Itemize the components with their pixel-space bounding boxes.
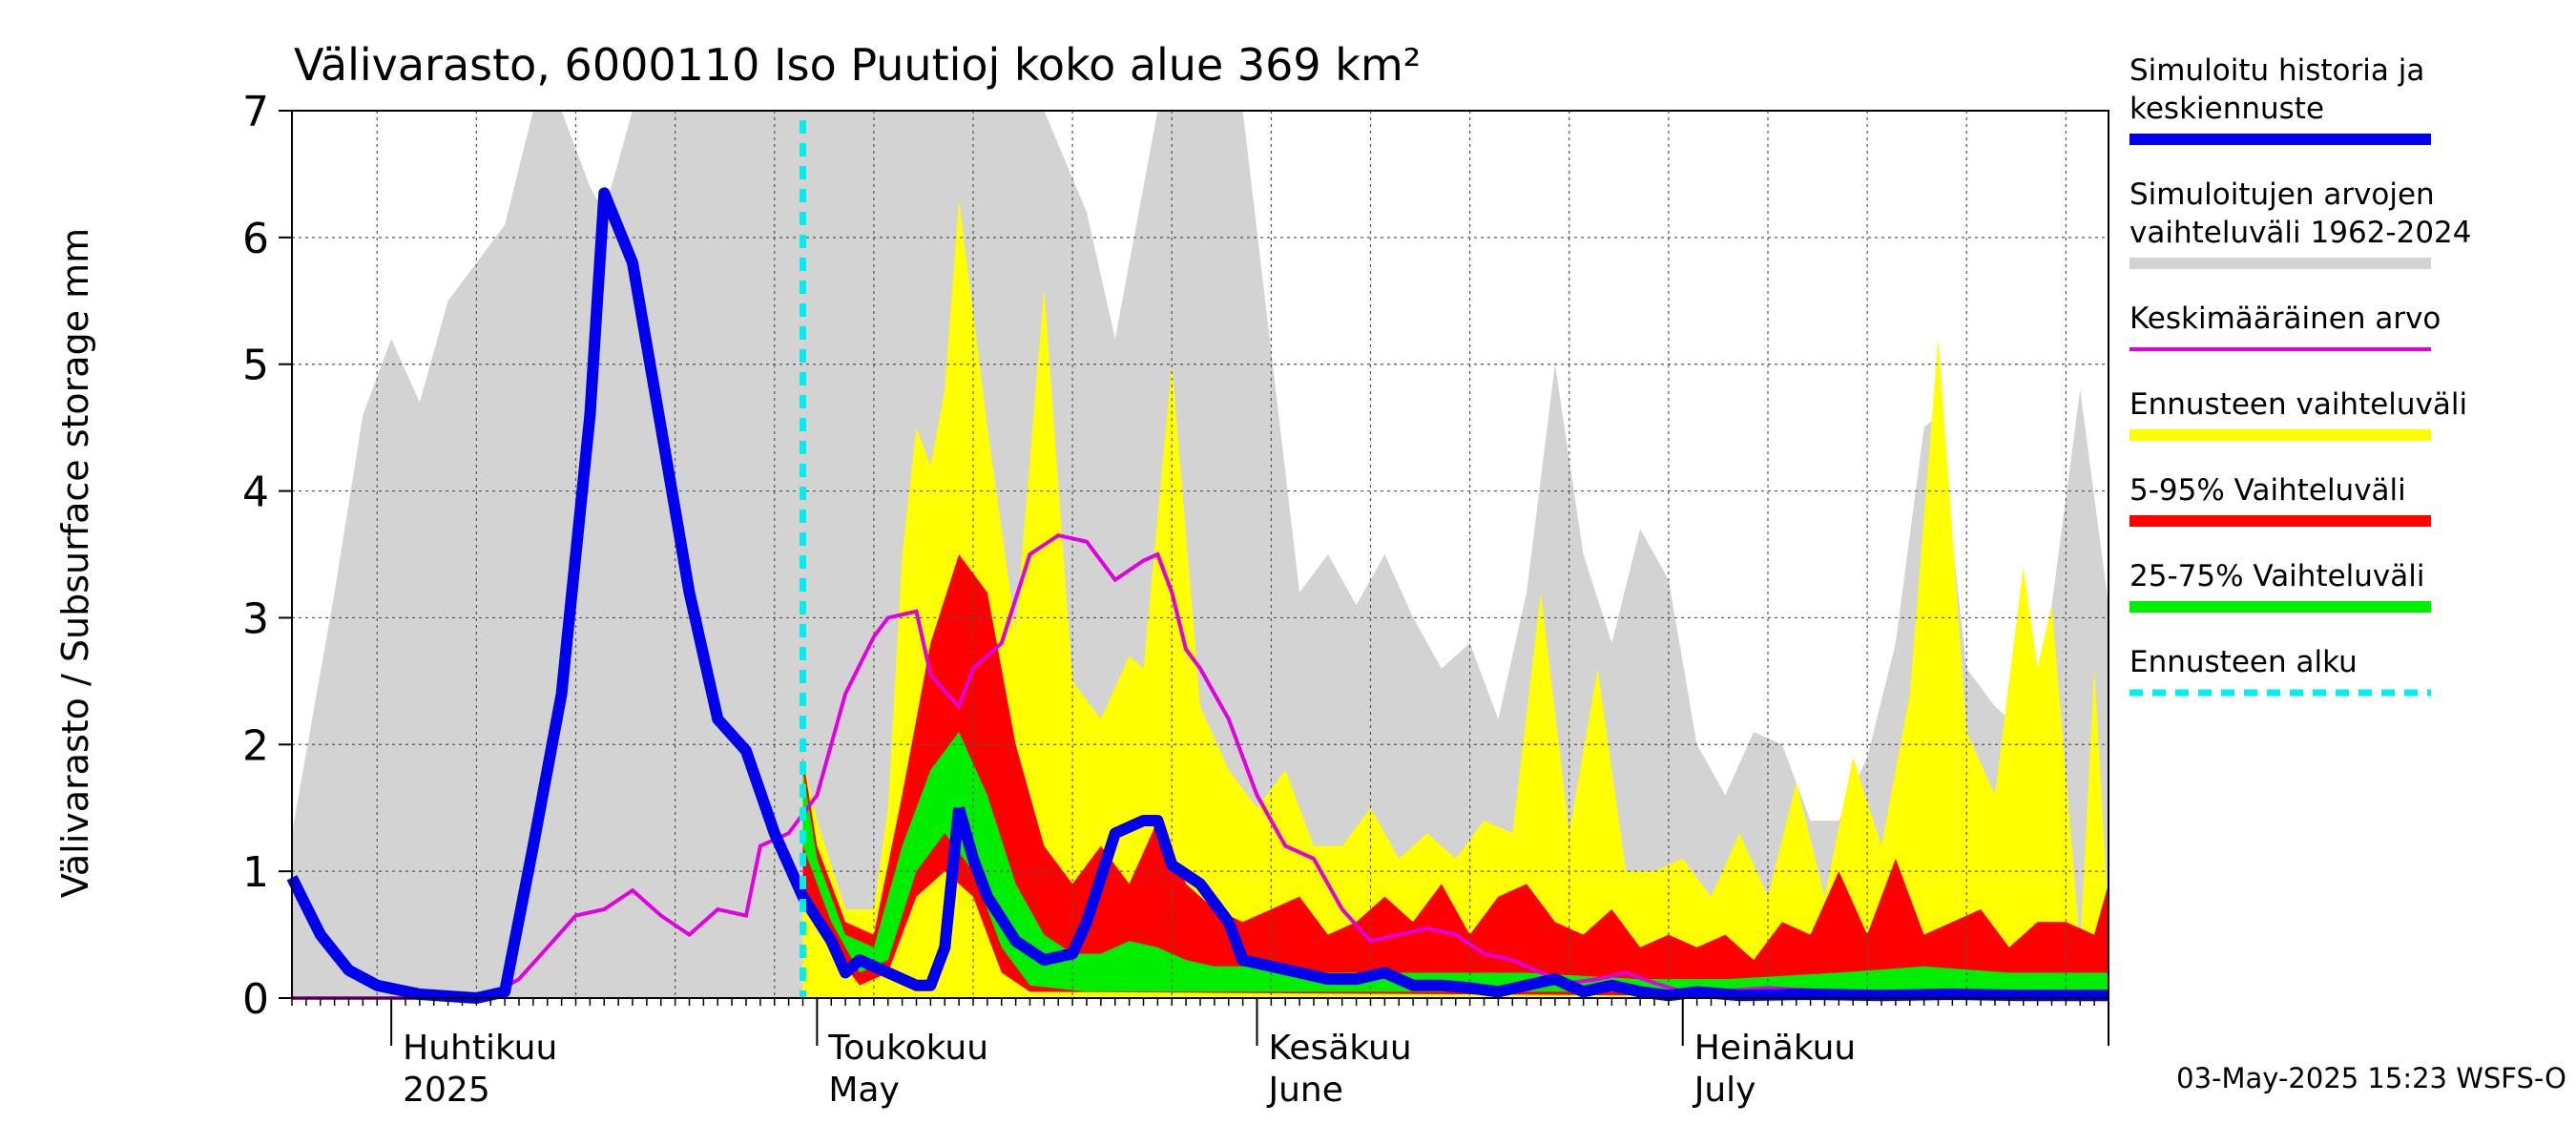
mean-line [292, 532, 2109, 1000]
y-tick-label: 0 [242, 975, 269, 1024]
legend-label-sim: keskiennuste [2129, 92, 2324, 126]
y-tick-label: 4 [242, 468, 269, 517]
axes-layer: 01234567Huhtikuu2025ToukokuuMayKesäkuuJu… [242, 88, 2109, 1110]
legend-label-p5_95: 5-95% Vaihteluväli [2129, 473, 2406, 508]
month-label-fi: Kesäkuu [1269, 1029, 1412, 1068]
y-tick-label: 5 [242, 342, 269, 390]
forecast-range-band [802, 199, 2109, 998]
legend-label-fc_range: Ennusteen vaihteluväli [2129, 387, 2467, 422]
footer-timestamp: 03-May-2025 15:23 WSFS-O [2176, 1062, 2566, 1094]
month-label-fi: Toukokuu [827, 1029, 988, 1068]
y-tick-label: 1 [242, 848, 269, 897]
legend-label-range: Simuloitujen arvojen [2129, 177, 2435, 212]
y-tick-label: 7 [242, 88, 269, 136]
chart-title: Välivarasto, 6000110 Iso Puutioj koko al… [294, 39, 1421, 91]
month-label-en: June [1267, 1071, 1343, 1110]
y-tick-label: 3 [242, 594, 269, 643]
grid-layer [292, 111, 2109, 998]
month-label-fi: Huhtikuu [403, 1029, 557, 1068]
month-label-en: 2025 [403, 1071, 490, 1110]
historical-range-band [292, 111, 2109, 998]
month-label-en: July [1693, 1071, 1756, 1110]
legend-label-sim: Simuloitu historia ja [2129, 53, 2424, 88]
legend-label-p25_75: 25-75% Vaihteluväli [2129, 559, 2425, 593]
month-label-en: May [828, 1071, 899, 1110]
p5-95-band [802, 554, 2109, 998]
bands-layer [292, 111, 2109, 998]
legend-label-fc_start: Ennusteen alku [2129, 645, 2358, 679]
simulated-forecast-line [953, 806, 2109, 1002]
lines-layer [286, 120, 2109, 1004]
month-label-fi: Heinäkuu [1694, 1029, 1856, 1068]
simulated-history-line [286, 187, 966, 1004]
legend-label-range: vaihteluväli 1962-2024 [2129, 216, 2471, 250]
y-axis-label: Välivarasto / Subsurface storage mm [54, 228, 96, 898]
y-tick-label: 2 [242, 721, 269, 770]
legend-label-mean: Keskimääräinen arvo [2129, 302, 2441, 336]
legend: Simuloitu historia ja keskiennuste Simuloi… [2129, 53, 2471, 697]
y-tick-label: 6 [242, 215, 269, 263]
